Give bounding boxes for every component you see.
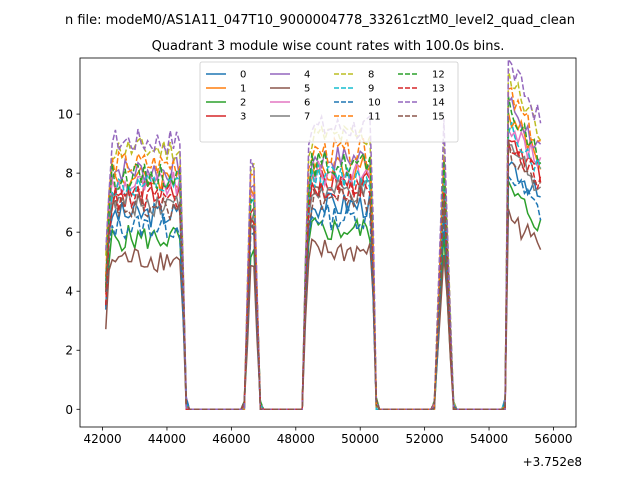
legend-label: 2 [240,98,246,109]
x-tick-label: 42000 [83,432,121,446]
x-tick-label: 52000 [406,432,444,446]
legend-label: 10 [368,98,381,109]
legend-label: 12 [432,70,445,81]
series-line-15 [105,139,541,411]
chart-title: Quadrant 3 module wise count rates with … [152,39,505,54]
legend-box [199,61,459,143]
legend-label: 11 [368,112,381,123]
x-tick-label: 56000 [534,432,572,446]
x-tick-label: 44000 [148,432,186,446]
series-line-0 [105,161,541,411]
legend-label: 14 [432,98,445,109]
y-tick-label: 6 [65,226,73,240]
x-tick-label: 54000 [470,432,508,446]
legend-label: 15 [432,112,445,123]
legend-label: 1 [240,84,246,95]
legend-label: 9 [368,84,374,95]
series-line-5 [105,208,542,411]
legend-label: 3 [240,112,246,123]
y-tick-label: 8 [65,167,73,181]
file-name-heading: n file: modeM0/AS1A11_047T10_9000004778_… [65,13,575,28]
legend-label: 13 [432,84,445,95]
legend-label: 4 [304,70,310,81]
y-tick-label: 2 [65,344,73,358]
y-tick-label: 0 [65,403,73,417]
x-tick-label: 48000 [277,432,315,446]
x-tick-label: 46000 [212,432,250,446]
legend-label: 5 [304,84,310,95]
y-tick-label: 10 [58,108,73,122]
legend-label: 7 [304,112,310,123]
axes: 42000 44000 46000 48000 50000 52000 54000 56000… [58,57,577,446]
y-tick-label: 4 [65,285,73,299]
legend-label: 0 [240,70,246,81]
series-line-4 [105,96,542,411]
series-line-12 [105,96,542,411]
legend-label: 6 [304,98,310,109]
x-axis-offset-label: +3.752e8 [523,455,582,469]
legend-label: 8 [368,70,374,81]
axes-frame [79,57,577,428]
x-tick-label: 50000 [341,432,379,446]
